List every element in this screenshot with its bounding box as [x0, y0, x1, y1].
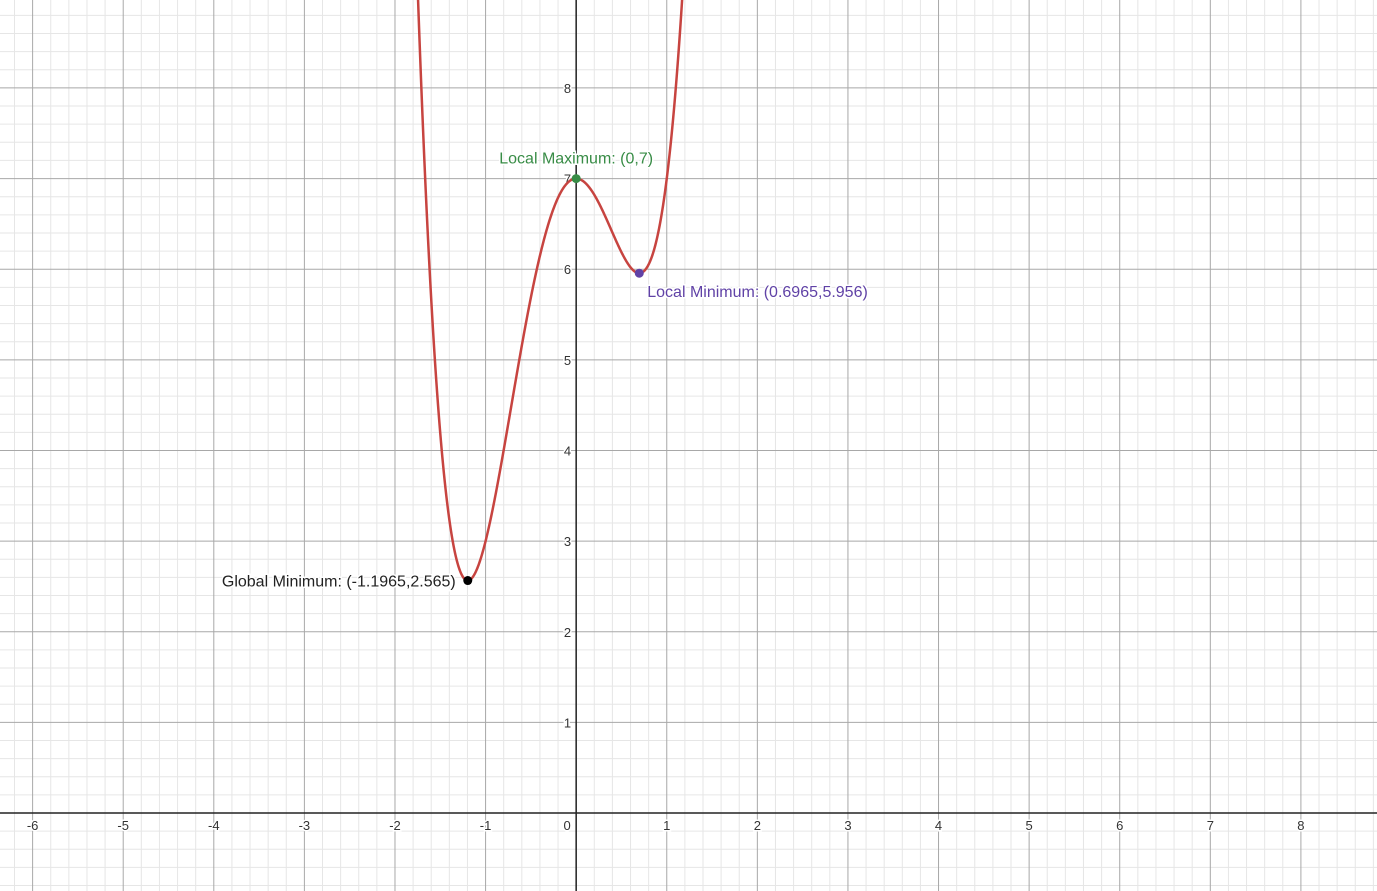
- point-label: Global Minimum: (-1.1965,2.565): [222, 574, 456, 591]
- x-tick-label: 8: [1297, 818, 1304, 833]
- x-tick-label: 2: [754, 818, 761, 833]
- point-marker[interactable]: [634, 268, 644, 278]
- y-tick-label: 3: [564, 534, 571, 549]
- point-marker[interactable]: [571, 174, 581, 184]
- tick-labels: -6 -5 -4 -3 -2 -1 0 1 2 3 4 5 6 7 8 1 2 3 4 5 6 7 8: [25, 79, 1306, 834]
- point-label: Local Minimum: (0.6965,5.956): [647, 284, 868, 301]
- y-tick-label: 2: [564, 625, 571, 640]
- y-tick-label: 5: [564, 353, 571, 368]
- x-tick-label: 7: [1207, 818, 1214, 833]
- x-tick-label: -1: [480, 818, 492, 833]
- x-tick-label: -6: [27, 818, 39, 833]
- y-tick-label: 4: [564, 443, 571, 458]
- x-tick-label: 3: [844, 818, 851, 833]
- y-tick-label: 1: [564, 715, 571, 730]
- x-tick-label: 4: [935, 818, 942, 833]
- x-tick-label: 1: [663, 818, 670, 833]
- x-tick-label: -3: [299, 818, 311, 833]
- x-tick-label: 0: [564, 818, 571, 833]
- x-tick-label: -2: [389, 818, 401, 833]
- y-tick-label: 8: [564, 81, 571, 96]
- point-marker[interactable]: [463, 576, 473, 586]
- points[interactable]: Local Maximum: (0,7) Local Minimum: (0.69…: [220, 149, 869, 592]
- y-tick-label: 7: [564, 172, 571, 187]
- x-tick-label: 5: [1026, 818, 1033, 833]
- x-tick-label: -5: [117, 818, 129, 833]
- point-label: Local Maximum: (0,7): [499, 151, 653, 168]
- x-tick-label: -4: [208, 818, 220, 833]
- y-tick-label: 6: [564, 262, 571, 277]
- function-curve[interactable]: [413, 0, 692, 582]
- x-tick-label: 6: [1116, 818, 1123, 833]
- curves: [413, 0, 692, 582]
